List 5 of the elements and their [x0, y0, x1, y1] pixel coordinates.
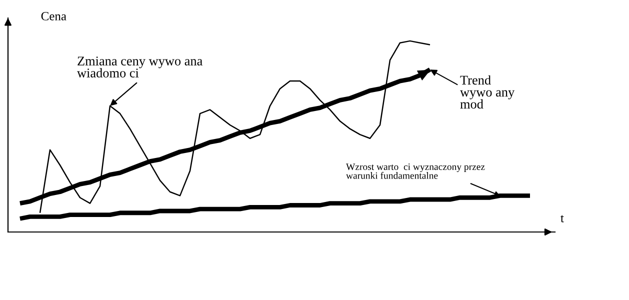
- annotation: Zmiana ceny wywo ana wiadomo ci: [77, 56, 202, 78]
- annotation: Wzrost warto ci wyznaczony przez warunki fundamentalne: [346, 163, 485, 179]
- y-axis-title: Cena: [41, 12, 66, 20]
- annotation: Trend wywo any mod: [460, 75, 515, 109]
- x-axis-title: t: [560, 215, 564, 222]
